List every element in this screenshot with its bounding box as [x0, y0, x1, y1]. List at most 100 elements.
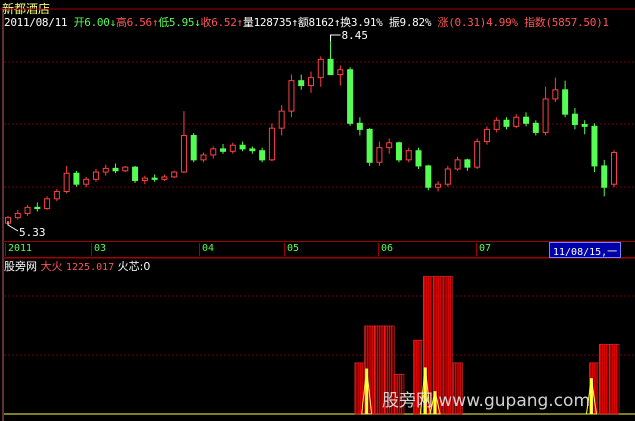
high-value: 6.56	[126, 16, 153, 29]
fire-bar-outline	[452, 362, 463, 415]
candle-down	[532, 122, 539, 133]
candle-down	[366, 128, 373, 163]
candle-down	[249, 148, 256, 152]
low-value: 5.95	[168, 16, 195, 29]
candle-down	[571, 113, 578, 126]
max-price-label: 8.45	[342, 29, 369, 42]
candle-up	[542, 98, 549, 133]
candle-down	[132, 166, 139, 182]
candle-up	[229, 144, 236, 152]
x-axis: 2011 03 04 05 06 07 11/08/15,一	[3, 241, 635, 258]
candle-down	[327, 58, 334, 76]
open-value: 6.00	[84, 16, 110, 29]
arrow-down-icon: ↓	[194, 16, 201, 29]
low-label: 低	[158, 16, 169, 29]
candle-up	[92, 171, 99, 180]
candle-up	[83, 178, 90, 185]
candle-up	[141, 177, 148, 182]
candle-down	[562, 89, 569, 115]
candle-down	[112, 167, 119, 172]
fire-bar-outline	[383, 325, 395, 415]
x-tick-label: 04	[199, 243, 214, 256]
arrow-up-icon: ↑	[291, 16, 299, 29]
high-label: 高	[115, 16, 127, 29]
amplitude-label: 振	[388, 16, 400, 29]
fire-value: 1225.017	[66, 262, 115, 273]
candle-up	[24, 206, 31, 214]
fire-bar-outline	[442, 276, 454, 415]
quote-bar: 2011/08/11 开6.00↓高6.56↑低5.95↓收6.52↑量1287…	[4, 14, 609, 30]
arrow-up-icon: ↑	[236, 16, 244, 29]
candle-down	[503, 119, 510, 127]
open-label: 开	[73, 16, 85, 29]
candle-down	[220, 148, 227, 152]
candle-up	[161, 176, 168, 180]
volume-value: 128735	[253, 16, 292, 29]
fire-label: 大火	[40, 260, 63, 273]
candle-down	[347, 69, 354, 124]
candle-up	[63, 172, 70, 193]
indicator-header: 股旁网 大火 1225.017 火芯:0	[4, 258, 150, 274]
candle-up	[611, 152, 617, 185]
arrow-up-icon: ↑	[151, 16, 159, 29]
candle-down	[298, 80, 305, 87]
arrow-down-icon: ↓	[109, 16, 117, 29]
index-label: 指数	[524, 16, 546, 29]
x-tick-label: 06	[378, 243, 393, 256]
cursor-date-label: 11/08/15,一	[549, 242, 622, 258]
candle-up	[210, 148, 217, 156]
candle-down	[151, 177, 158, 180]
candle-up	[483, 128, 490, 143]
candle-up	[268, 127, 275, 161]
candle-down	[591, 125, 598, 167]
candle-down	[239, 144, 246, 150]
index-value: (5857.50)1	[545, 16, 609, 29]
candle-down	[73, 172, 80, 185]
min-marker	[7, 221, 19, 232]
candle-up	[405, 150, 412, 161]
candle-up	[180, 134, 187, 173]
fire-bar-outline	[608, 344, 620, 415]
candle-up	[552, 89, 559, 100]
candle-up	[53, 191, 60, 200]
candle-down	[415, 150, 422, 167]
amount-label: 额	[297, 16, 309, 29]
candle-down	[34, 206, 41, 210]
candle-up	[444, 168, 451, 185]
arrow-up-icon: ↑	[333, 16, 341, 29]
fire-bar-outline	[393, 373, 405, 415]
min-price-label: 5.33	[19, 226, 46, 239]
candle-down	[356, 122, 363, 130]
candle-up	[435, 183, 442, 188]
candle-up	[493, 119, 500, 130]
candle-up	[376, 147, 383, 163]
change-label: 涨	[437, 16, 449, 29]
candle-up	[513, 116, 520, 127]
indicator-name: 股旁网	[4, 260, 37, 273]
candle-down	[425, 165, 432, 188]
candle-up	[122, 166, 129, 172]
candle-up	[102, 167, 109, 173]
candle-up	[474, 141, 481, 168]
candle-down	[259, 150, 266, 161]
candle-up	[14, 212, 21, 219]
candle-up	[454, 159, 461, 170]
candle-down	[523, 116, 530, 124]
core-label: 火芯:0	[117, 260, 151, 273]
candle-up	[44, 198, 51, 210]
turnover-value: 3.91%	[350, 16, 383, 29]
amount-value: 8162	[308, 16, 335, 29]
x-tick-label: 05	[284, 243, 299, 256]
candle-up	[278, 110, 285, 129]
close-value: 6.52	[211, 16, 237, 29]
max-marker	[330, 34, 341, 41]
amplitude-value: 9.82%	[399, 16, 432, 29]
candle-down	[601, 165, 608, 188]
candle-up	[386, 142, 393, 149]
volume-label: 量	[242, 16, 254, 29]
change-value: (0.31)4.99%	[448, 16, 518, 29]
turnover-label: 换	[340, 16, 351, 29]
x-tick-label: 07	[476, 243, 491, 256]
candle-up	[308, 77, 314, 87]
